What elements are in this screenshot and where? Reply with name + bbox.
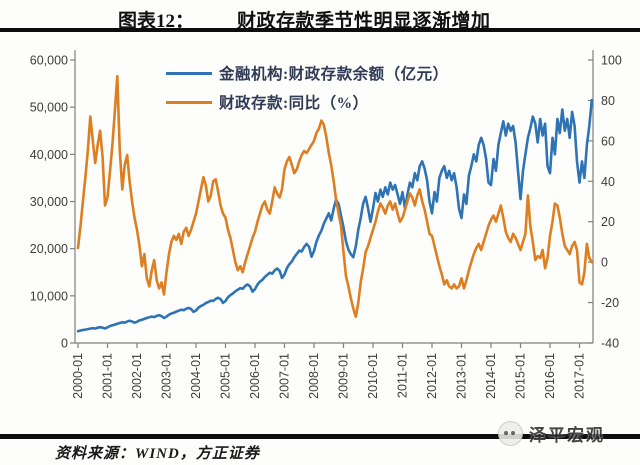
y-axis-right-tick-label: 40 — [601, 175, 615, 189]
x-axis-tick-label: 2000-01 — [71, 353, 85, 399]
chart: 0 10,000 20,000 30,000 40,000 50,000 60,000 -40… — [30, 50, 622, 399]
legend-label-yoy: 财政存款:同比（%） — [219, 95, 369, 112]
bottom-rule — [0, 434, 640, 439]
legend-item-balance: 金融机构:财政存款余额（亿元） — [166, 62, 449, 84]
x-axis-tick-label: 2005-01 — [219, 353, 233, 399]
y-axis-left-tick-label: 0 — [61, 337, 68, 351]
top-rule — [0, 28, 640, 32]
x-axis-tick-label: 2010-01 — [366, 353, 380, 399]
y-axis-right-tick-label: 80 — [601, 94, 615, 108]
x-axis-tick-label: 2009-01 — [337, 353, 351, 399]
y-axis-right-tick-label: 20 — [601, 215, 615, 229]
figure-number: 图表12： — [118, 11, 195, 32]
y-axis-right-tick-label: -40 — [601, 337, 619, 351]
legend-swatch-balance — [166, 71, 212, 75]
y-axis-right-tick-label: 0 — [601, 256, 608, 270]
chart-area: 0 10,000 20,000 30,000 40,000 50,000 60,000 -40… — [0, 32, 640, 425]
watermark: 泽平宏观 — [498, 421, 605, 446]
series-line-balance — [76, 98, 594, 333]
y-axis-left-tick-label: 10,000 — [30, 289, 68, 303]
series-line-yoy — [76, 74, 594, 319]
x-axis-tick-label: 2006-01 — [248, 353, 262, 399]
x-axis-tick-label: 2003-01 — [160, 353, 174, 399]
x-axis-tick-label: 2004-01 — [189, 353, 203, 399]
watermark-text: 泽平宏观 — [529, 426, 605, 445]
x-axis-tick-label: 2011-01 — [396, 353, 410, 398]
chart-legend: 金融机构:财政存款余额（亿元） 财政存款:同比（%） — [166, 62, 449, 120]
legend-label-balance: 金融机构:财政存款余额（亿元） — [219, 66, 449, 83]
source-note: 资料来源：WIND，方正证券 — [55, 446, 260, 462]
y-axis-left-tick-label: 50,000 — [30, 101, 68, 115]
y-axis-left-tick-label: 20,000 — [30, 242, 68, 256]
x-axis-tick-label: 2016-01 — [543, 353, 557, 399]
y-axis-left-tick-label: 60,000 — [30, 54, 68, 68]
x-axis-tick-label: 2008-01 — [307, 353, 321, 399]
y-axis-left-tick-label: 40,000 — [30, 148, 68, 162]
x-axis-tick-label: 2007-01 — [278, 353, 292, 399]
watermark-logo-icon — [498, 421, 523, 446]
x-axis-tick-label: 2017-01 — [573, 353, 587, 399]
figure-title: 财政存款季节性明显逐渐增加 — [237, 11, 491, 32]
x-axis-tick-label: 2001-01 — [101, 353, 115, 399]
legend-swatch-yoy — [166, 100, 212, 104]
figure-header: 图表12： 财政存款季节性明显逐渐增加 — [0, 4, 640, 32]
y-axis-left-tick-label: 30,000 — [30, 195, 68, 209]
legend-item-yoy: 财政存款:同比（%） — [166, 91, 449, 113]
x-axis-tick-label: 2002-01 — [130, 353, 144, 399]
x-axis-tick-label: 2013-01 — [455, 353, 469, 399]
y-axis-right-tick-label: 100 — [601, 54, 622, 68]
x-axis-tick-label: 2015-01 — [514, 353, 528, 399]
x-axis-tick-label: 2014-01 — [484, 353, 498, 399]
x-axis-tick-label: 2012-01 — [425, 353, 439, 399]
y-axis-right-tick-label: -20 — [601, 296, 619, 310]
y-axis-right-tick-label: 60 — [601, 134, 615, 148]
